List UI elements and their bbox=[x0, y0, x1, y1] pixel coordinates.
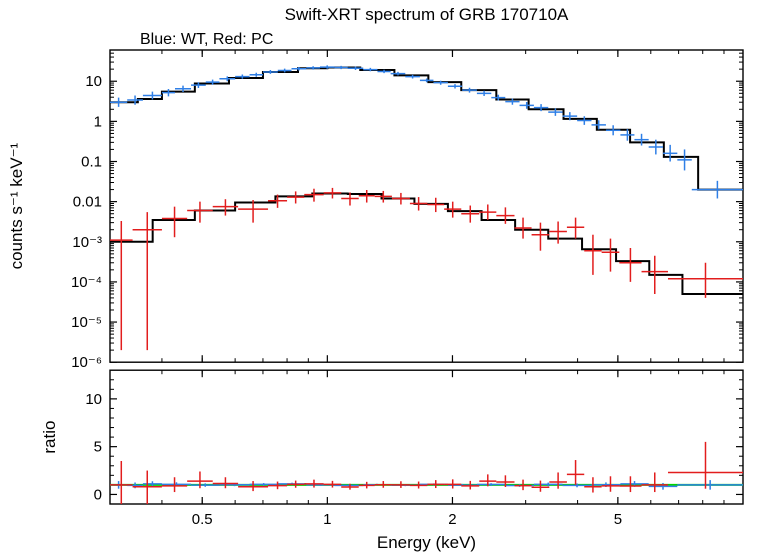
svg-text:0: 0 bbox=[94, 486, 102, 503]
svg-text:10⁻⁴: 10⁻⁴ bbox=[71, 274, 102, 291]
svg-text:counts s⁻¹ keV⁻¹: counts s⁻¹ keV⁻¹ bbox=[7, 142, 26, 269]
svg-text:5: 5 bbox=[94, 439, 102, 456]
svg-text:10⁻⁶: 10⁻⁶ bbox=[71, 354, 102, 371]
chart-svg: Swift-XRT spectrum of GRB 170710A Blue: W… bbox=[0, 0, 758, 556]
svg-text:Energy (keV): Energy (keV) bbox=[377, 533, 476, 552]
svg-text:2: 2 bbox=[448, 511, 456, 528]
svg-text:ratio: ratio bbox=[40, 421, 59, 454]
svg-text:10⁻⁵: 10⁻⁵ bbox=[71, 314, 102, 331]
svg-text:1: 1 bbox=[94, 113, 102, 130]
svg-text:0.01: 0.01 bbox=[73, 194, 102, 211]
svg-text:0.1: 0.1 bbox=[81, 154, 102, 171]
svg-text:5: 5 bbox=[614, 511, 622, 528]
svg-text:1: 1 bbox=[323, 511, 331, 528]
svg-text:Blue: WT, Red: PC: Blue: WT, Red: PC bbox=[140, 31, 273, 48]
svg-text:10⁻³: 10⁻³ bbox=[72, 234, 102, 251]
svg-text:Swift-XRT spectrum of GRB 1707: Swift-XRT spectrum of GRB 170710A bbox=[285, 5, 569, 24]
svg-text:10: 10 bbox=[85, 391, 102, 408]
svg-text:0.5: 0.5 bbox=[192, 511, 213, 528]
chart-wrapper: Swift-XRT spectrum of GRB 170710A Blue: W… bbox=[0, 0, 758, 556]
svg-text:10: 10 bbox=[85, 73, 102, 90]
